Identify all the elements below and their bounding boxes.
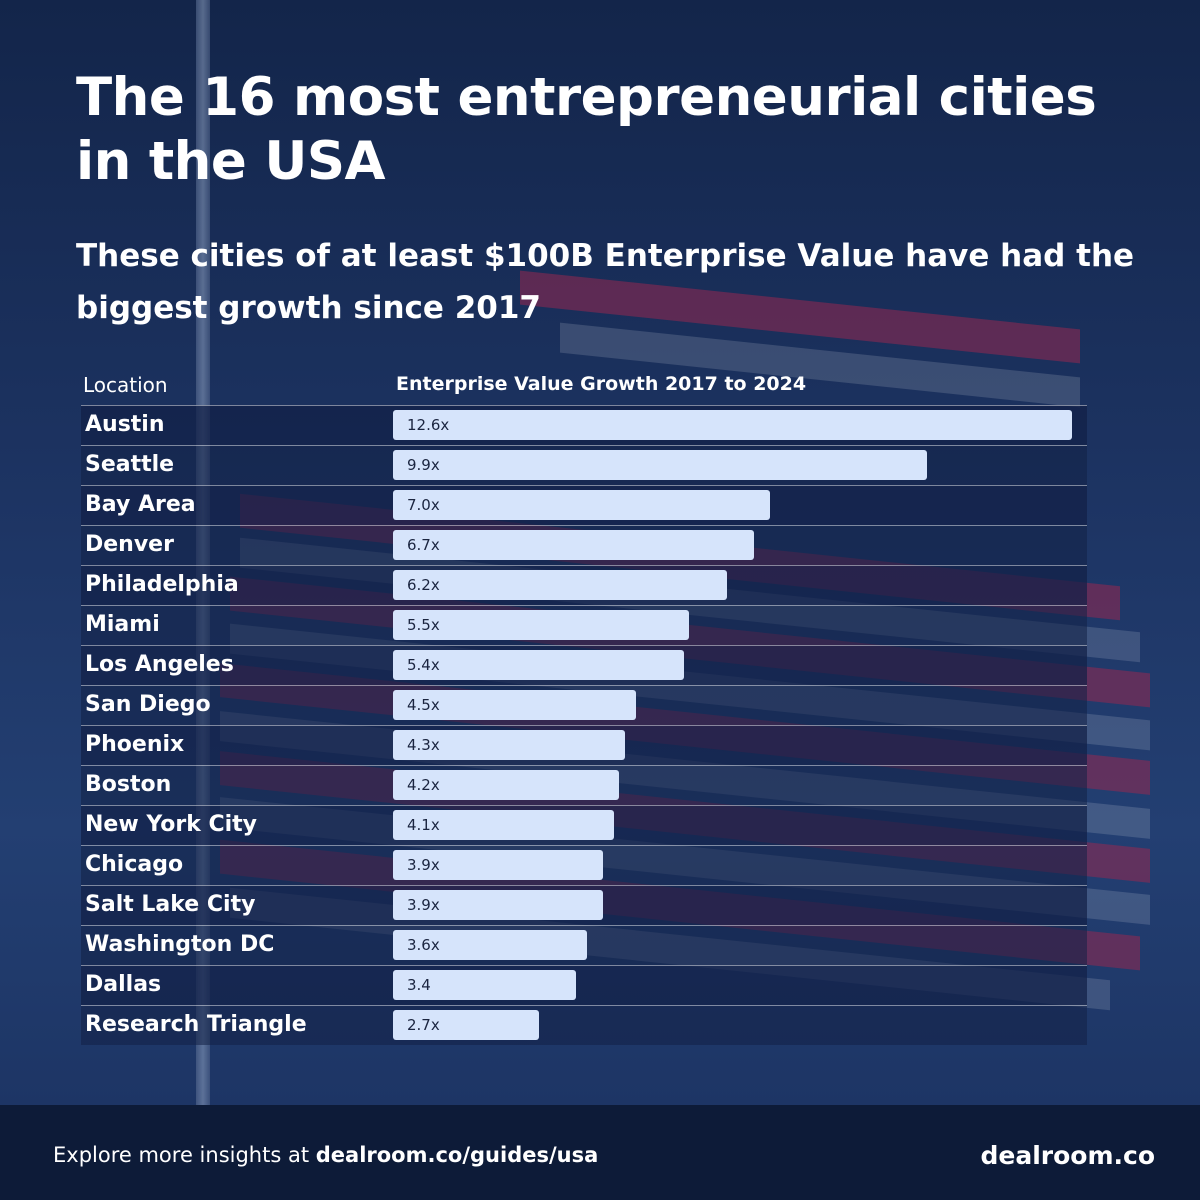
growth-bar: 3.6x — [393, 930, 587, 960]
growth-bar: 5.4x — [393, 650, 684, 680]
chart-rows: Austin 12.6x Seattle 9.9x Bay Area 7.0x Denver… — [81, 405, 1087, 1045]
table-row: Salt Lake City 3.9x — [81, 885, 1087, 925]
bar-value-label: 3.9x — [407, 896, 440, 914]
bar-value-label: 9.9x — [407, 456, 440, 474]
growth-bar: 7.0x — [393, 490, 770, 520]
table-row: Austin 12.6x — [81, 405, 1087, 445]
table-row: Washington DC 3.6x — [81, 925, 1087, 965]
city-label: Los Angeles — [85, 652, 234, 677]
table-row: Bay Area 7.0x — [81, 485, 1087, 525]
table-row: New York City 4.1x — [81, 805, 1087, 845]
city-label: Washington DC — [85, 932, 275, 957]
city-label: Research Triangle — [85, 1012, 307, 1037]
brand-logo: dealroom.co — [980, 1141, 1155, 1170]
footer-prefix: Explore more insights at — [53, 1143, 316, 1167]
growth-bar: 6.2x — [393, 570, 727, 600]
table-row: Philadelphia 6.2x — [81, 565, 1087, 605]
growth-bar: 3.9x — [393, 850, 603, 880]
city-label: Seattle — [85, 452, 175, 477]
growth-bar: 2.7x — [393, 1010, 539, 1040]
city-label: Boston — [85, 772, 172, 797]
table-row: San Diego 4.5x — [81, 685, 1087, 725]
table-row: Denver 6.7x — [81, 525, 1087, 565]
table-row: Phoenix 4.3x — [81, 725, 1087, 765]
growth-bar: 12.6x — [393, 410, 1072, 440]
city-label: Dallas — [85, 972, 162, 997]
growth-bar: 4.1x — [393, 810, 614, 840]
bar-value-label: 5.5x — [407, 616, 440, 634]
growth-column-header: Enterprise Value Growth 2017 to 2024 — [396, 373, 807, 395]
city-label: Denver — [85, 532, 174, 557]
growth-bar: 4.5x — [393, 690, 636, 720]
growth-bar: 9.9x — [393, 450, 927, 480]
footer-text: Explore more insights at dealroom.co/gui… — [53, 1143, 598, 1167]
bar-value-label: 12.6x — [407, 416, 450, 434]
footer: Explore more insights at dealroom.co/gui… — [0, 1105, 1200, 1200]
growth-bar: 3.9x — [393, 890, 603, 920]
bar-value-label: 2.7x — [407, 1016, 440, 1034]
city-label: San Diego — [85, 692, 211, 717]
bar-value-label: 4.5x — [407, 696, 440, 714]
bar-value-label: 4.1x — [407, 816, 440, 834]
bar-value-label: 3.4 — [407, 976, 431, 994]
city-label: Bay Area — [85, 492, 196, 517]
growth-bar: 3.4 — [393, 970, 576, 1000]
bar-value-label: 3.6x — [407, 936, 440, 954]
bar-value-label: 4.2x — [407, 776, 440, 794]
growth-bar: 6.7x — [393, 530, 754, 560]
bar-value-label: 4.3x — [407, 736, 440, 754]
city-label: Austin — [85, 412, 165, 437]
city-label: New York City — [85, 812, 258, 837]
page-subtitle: These cities of at least $100B Enterpris… — [76, 238, 1135, 326]
table-row: Seattle 9.9x — [81, 445, 1087, 485]
table-row: Boston 4.2x — [81, 765, 1087, 805]
table-row: Research Triangle 2.7x — [81, 1005, 1087, 1045]
growth-bar: 4.2x — [393, 770, 619, 800]
city-label: Miami — [85, 612, 160, 637]
city-label: Philadelphia — [85, 572, 239, 597]
footer-link[interactable]: dealroom.co/guides/usa — [315, 1143, 599, 1167]
location-column-header: Location — [83, 373, 168, 397]
bar-value-label: 6.7x — [407, 536, 440, 554]
table-row: Los Angeles 5.4x — [81, 645, 1087, 685]
growth-bar: 5.5x — [393, 610, 689, 640]
city-label: Phoenix — [85, 732, 185, 757]
bar-value-label: 7.0x — [407, 496, 440, 514]
city-label: Salt Lake City — [85, 892, 256, 917]
bar-value-label: 5.4x — [407, 656, 440, 674]
growth-bar: 4.3x — [393, 730, 625, 760]
table-row: Dallas 3.4 — [81, 965, 1087, 1005]
bar-value-label: 3.9x — [407, 856, 440, 874]
table-header: Location Enterprise Value Growth 2017 to… — [81, 366, 1087, 405]
bar-value-label: 6.2x — [407, 576, 440, 594]
table-row: Miami 5.5x — [81, 605, 1087, 645]
table-row: Chicago 3.9x — [81, 845, 1087, 885]
city-label: Chicago — [85, 852, 184, 877]
page-title: The 16 most entrepreneurial cities in th… — [76, 67, 1097, 192]
growth-chart: Location Enterprise Value Growth 2017 to… — [81, 366, 1087, 1045]
